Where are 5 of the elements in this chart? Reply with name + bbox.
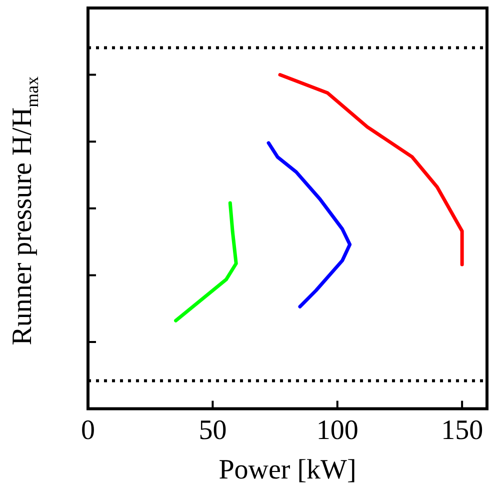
x-tick-label: 150 [441,414,484,446]
x-tick-label: 100 [316,414,358,446]
x-tick-label: 0 [81,414,95,446]
x-axis-title: Power [kW] [218,454,356,486]
x-tick-label: 50 [198,414,227,446]
